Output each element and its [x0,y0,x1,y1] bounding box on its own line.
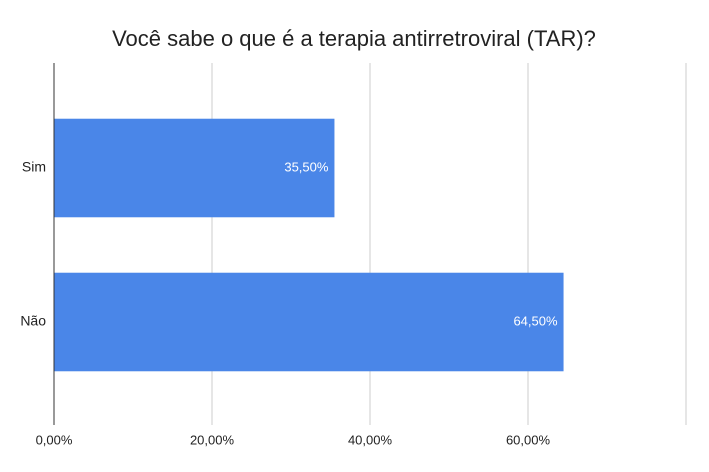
y-tick-label: Sim [22,159,46,175]
chart-title: Você sabe o que é a terapia antirretrovi… [112,26,596,51]
bar [54,272,564,372]
x-tick-label: 40,00% [348,432,393,447]
y-tick-label: Não [20,313,46,329]
bar [54,118,335,218]
x-tick-label: 20,00% [190,432,235,447]
value-label: 35,50% [284,159,329,174]
value-label: 64,50% [513,313,558,328]
x-tick-label: 0,00% [36,432,73,447]
x-tick-label: 60,00% [506,432,551,447]
